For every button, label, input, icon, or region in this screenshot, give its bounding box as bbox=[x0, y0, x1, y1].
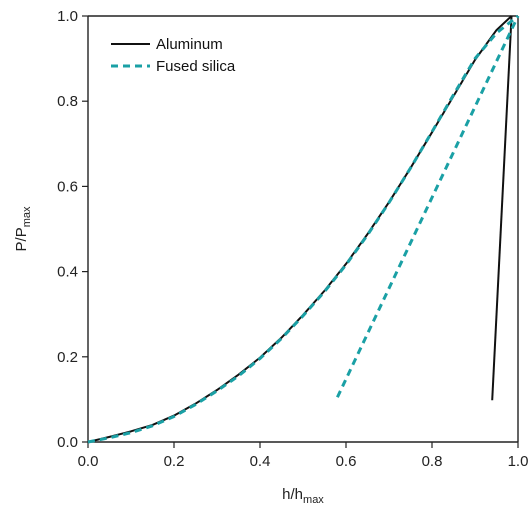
y-tick-label: 0.8 bbox=[57, 93, 78, 110]
legend-label-fused-silica: Fused silica bbox=[156, 58, 236, 75]
series-line-aluminum-loading bbox=[87, 15, 513, 443]
x-tick-label: 0.8 bbox=[422, 453, 443, 470]
y-tick-label: 0.4 bbox=[57, 264, 78, 281]
y-axis-title-group: P/Pmax bbox=[13, 206, 33, 251]
plot-frame bbox=[87, 15, 519, 443]
series-line-fused-silica-loading bbox=[87, 14, 519, 444]
y-axis-title: P/Pmax bbox=[13, 206, 33, 251]
series-line-aluminum-unloading bbox=[491, 15, 513, 401]
x-ticks: 0.0 0.2 0.4 0.6 0.8 1.0 bbox=[78, 442, 529, 470]
x-tick-label: 1.0 bbox=[508, 453, 529, 470]
x-axis-title: h/hmax bbox=[282, 486, 324, 506]
y-tick-label: 0.0 bbox=[57, 434, 78, 451]
series-line-fused-silica-unloading bbox=[336, 15, 520, 398]
y-tick-label: 1.0 bbox=[57, 8, 78, 25]
x-tick-label: 0.0 bbox=[78, 453, 99, 470]
x-tick-label: 0.6 bbox=[336, 453, 357, 470]
y-tick-label: 0.2 bbox=[57, 349, 78, 366]
x-tick-label: 0.4 bbox=[250, 453, 271, 470]
legend: Aluminum Fused silica bbox=[111, 36, 236, 75]
series-layer bbox=[87, 14, 520, 444]
x-tick-label: 0.2 bbox=[164, 453, 185, 470]
legend-label-aluminum: Aluminum bbox=[156, 36, 223, 53]
y-tick-label: 0.6 bbox=[57, 178, 78, 195]
y-ticks: 0.0 0.2 0.4 0.6 0.8 1.0 bbox=[57, 8, 88, 451]
